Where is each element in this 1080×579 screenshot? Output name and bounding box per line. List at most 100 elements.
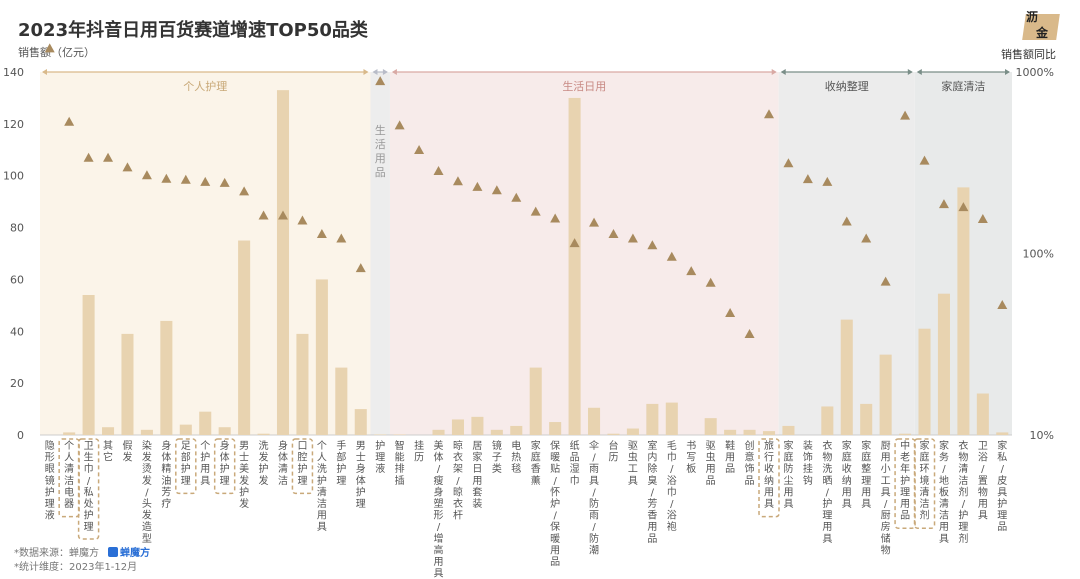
category-label-38: 家庭防尘用具 <box>783 439 793 510</box>
chart-title: 2023年抖音日用百货赛道增速TOP50品类 <box>18 20 368 41</box>
yoy-marker-46 <box>938 199 949 209</box>
yoy-marker-1 <box>64 116 75 126</box>
category-label-45: 家庭环境清洁剂 <box>920 439 930 522</box>
category-label-31: 室内除臭/芳香用品 <box>647 439 657 545</box>
category-label-14: 个人洗护清洁用具 <box>317 440 327 533</box>
yoy-marker-21 <box>452 176 463 186</box>
bar-28 <box>588 407 601 435</box>
category-label-16: 男士身体护理 <box>356 440 366 510</box>
source-text: *数据来源：蝉魔方 <box>14 548 99 559</box>
category-label-41: 家庭收纳用具 <box>842 439 852 510</box>
yoy-marker-30 <box>627 233 638 243</box>
yoy-marker-45 <box>919 155 930 165</box>
yoy-marker-4 <box>122 162 133 172</box>
bar-25 <box>529 367 542 435</box>
category-label-20: 美体/瘦身塑形/增高用具 <box>434 439 444 579</box>
category-label-34: 驱虫用品 <box>706 440 716 487</box>
brand-logo: 沥 金 <box>1022 6 1060 42</box>
y-tick-label-5: 100 <box>3 170 24 183</box>
category-label-49: 家私/皮具护理品 <box>997 439 1007 533</box>
yoy-marker-31 <box>647 240 658 250</box>
group-background-0 <box>40 72 371 435</box>
category-label-44: 中老年护理用品 <box>900 439 910 522</box>
category-label-26: 保暖贴/怀炉/保暖用品 <box>550 439 560 568</box>
bar-46 <box>937 293 950 435</box>
bar-36 <box>743 429 756 435</box>
bar-14 <box>315 279 328 435</box>
yoy-marker-39 <box>802 174 813 184</box>
y2-tick-label-0: 10% <box>1030 429 1054 442</box>
category-label-10: 男士美发护发 <box>239 440 249 510</box>
yoy-marker-15 <box>336 233 347 243</box>
yoy-marker-41 <box>841 216 852 226</box>
bar-22 <box>471 416 484 435</box>
category-label-25: 家庭香薰 <box>531 439 541 487</box>
category-label-8: 个护用具 <box>200 440 210 487</box>
category-label-40: 衣物洗晒/护理用具 <box>822 439 832 545</box>
bar-37 <box>762 431 776 435</box>
bar-47 <box>957 187 970 435</box>
category-label-11: 洗发护发 <box>259 440 269 487</box>
category-label-13: 口腔护理 <box>297 441 307 487</box>
right-axis-label: 销售额同比 <box>1001 48 1056 61</box>
category-label-0: 隐形眼镜护理液 <box>45 440 55 522</box>
yoy-marker-33 <box>686 266 697 276</box>
yoy-marker-19 <box>414 144 425 154</box>
yoy-marker-36 <box>744 329 755 339</box>
category-label-12: 身体清洁 <box>278 439 288 487</box>
yoy-marker-14 <box>316 229 327 239</box>
category-label-46: 家务/地板清洁用具 <box>939 439 949 545</box>
category-label-30: 驱虫工具 <box>628 440 638 487</box>
bar-32 <box>665 402 678 435</box>
group-label-3: 收纳整理 <box>825 79 869 93</box>
yoy-marker-2 <box>83 152 94 162</box>
category-label-9: 身体护理 <box>220 439 230 487</box>
category-label-19: 挂历 <box>414 439 424 464</box>
category-label-5: 染发烫发/头发造型 <box>142 439 152 545</box>
group-label-1-char-1: 活 <box>375 138 386 151</box>
highlight-box-4 <box>291 438 314 495</box>
period-note: *统计维度：2023年1-12月 <box>14 562 138 573</box>
y-tick-label-0: 0 <box>17 429 24 442</box>
logo-char-2: 金 <box>1036 26 1049 40</box>
bar-26 <box>549 422 562 435</box>
category-label-32: 毛巾/浴巾/浴袍 <box>667 440 677 533</box>
category-label-23: 镜子类 <box>492 439 502 475</box>
yoy-marker-29 <box>608 229 619 239</box>
group-arrow-left-0 <box>42 69 47 75</box>
yoy-marker-37 <box>764 109 774 119</box>
yoy-marker-26 <box>550 213 561 223</box>
bar-8 <box>199 411 212 435</box>
source-brand: 蝉魔方 <box>108 544 150 559</box>
category-label-21: 晾衣架/晾衣杆 <box>453 439 463 522</box>
bar-7 <box>179 424 192 435</box>
category-label-43: 厨用小工具/厨房储物 <box>881 440 891 556</box>
yoy-marker-35 <box>725 308 736 318</box>
highlight-box-6 <box>894 438 916 529</box>
group-arrow-right-3 <box>907 69 913 75</box>
yoy-marker-43 <box>880 276 891 286</box>
yoy-marker-13 <box>297 215 308 225</box>
group-background-2 <box>389 72 779 435</box>
group-arrow-right-1 <box>382 69 388 75</box>
yoy-marker-10 <box>239 186 250 196</box>
bar-5 <box>140 429 153 435</box>
group-arrow-left-3 <box>780 69 786 75</box>
category-label-18: 智能排插 <box>395 439 405 487</box>
y-tick-label-1: 20 <box>10 377 24 390</box>
bar-20 <box>432 429 445 435</box>
brand-icon <box>108 547 118 557</box>
yoy-marker-44 <box>900 110 911 120</box>
bar-29 <box>607 433 620 435</box>
y2-tick-label-1: 100% <box>1023 248 1054 261</box>
yoy-marker-34 <box>705 277 716 287</box>
bar-1 <box>63 432 76 435</box>
yoy-marker-24 <box>511 192 522 202</box>
yoy-marker-23 <box>491 185 502 195</box>
yoy-marker-47 <box>958 202 969 212</box>
bar-3 <box>102 427 115 435</box>
category-label-35: 鞋用品 <box>725 439 735 475</box>
yoy-marker-32 <box>666 251 677 261</box>
category-label-33: 书写板 <box>686 440 696 475</box>
